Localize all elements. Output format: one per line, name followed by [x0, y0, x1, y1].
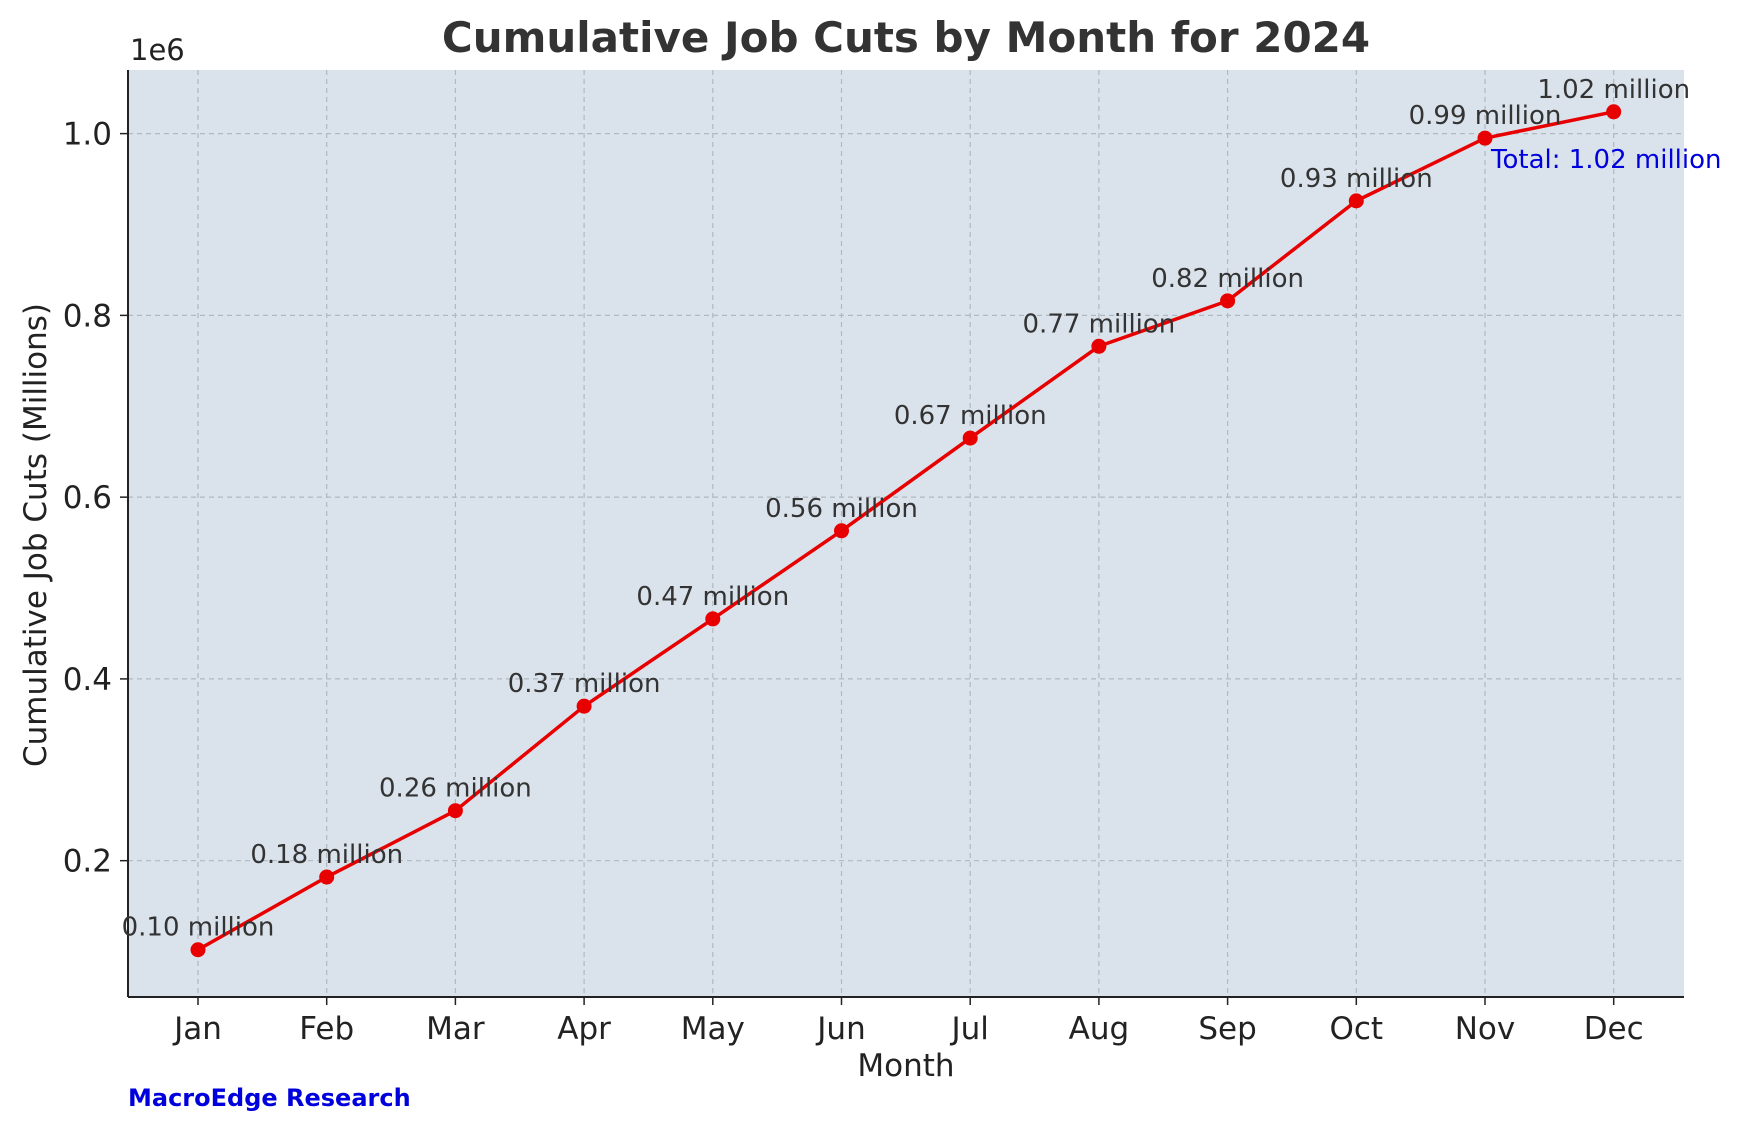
- x-tick-label: Feb: [299, 1011, 354, 1047]
- data-point: [1220, 293, 1236, 309]
- data-labels: 0.10 million 0.18 million 0.26 million 0.37…: [122, 75, 1690, 943]
- data-label: 0.10 million: [122, 913, 275, 943]
- y-tick-label: 0.8: [63, 298, 112, 334]
- data-label: 0.99 million: [1409, 101, 1562, 131]
- x-tick-label: May: [681, 1011, 745, 1047]
- data-point: [319, 869, 335, 885]
- x-tick-label: Jan: [172, 1011, 222, 1047]
- y-axis-label: Cumulative Job Cuts (Millions): [18, 303, 54, 767]
- data-label: 0.26 million: [379, 774, 532, 804]
- data-point: [1606, 104, 1622, 120]
- source-footer: MacroEdge Research: [128, 1084, 411, 1112]
- x-tick-label: Apr: [557, 1011, 611, 1047]
- grid: [128, 70, 1684, 997]
- x-tick-label: Jun: [815, 1011, 865, 1047]
- x-tick-label: Jul: [949, 1011, 988, 1047]
- plot-background: [128, 70, 1684, 997]
- y-tick-label: 0.6: [63, 480, 112, 516]
- x-tick-label: Mar: [426, 1011, 485, 1047]
- x-axis-label: Month: [857, 1048, 954, 1084]
- data-point: [834, 523, 849, 539]
- data-label: 0.47 million: [636, 582, 789, 612]
- data-point: [190, 942, 206, 958]
- y-tick-label: 0.4: [63, 662, 112, 698]
- x-tick-label: Oct: [1329, 1011, 1383, 1047]
- y-tick-label: 0.2: [63, 844, 112, 880]
- x-tick-label: Dec: [1584, 1011, 1644, 1047]
- x-tick-label: Nov: [1455, 1011, 1516, 1047]
- x-tick-label: Sep: [1198, 1011, 1256, 1047]
- y-offset-label: 1e6: [130, 33, 185, 67]
- series-line: [197, 110, 1615, 952]
- data-label: 0.77 million: [1023, 309, 1176, 339]
- data-point: [1348, 193, 1364, 209]
- chart-title: Cumulative Job Cuts by Month for 2024: [442, 13, 1370, 62]
- x-ticks: Jan Feb Mar Apr May Jun Jul Aug Sep Oct Nov Dec: [172, 997, 1644, 1047]
- x-tick-label: Aug: [1069, 1011, 1130, 1047]
- data-point: [447, 803, 463, 819]
- data-point: [576, 698, 592, 714]
- data-point: [1091, 338, 1107, 354]
- axes: [127, 70, 1684, 998]
- total-annotation: Total: 1.02 million: [1490, 145, 1722, 175]
- data-label: 0.67 million: [894, 401, 1047, 431]
- y-ticks: 0.2 0.4 0.6 0.8 1.0: [63, 117, 128, 880]
- data-label: 0.37 million: [508, 669, 661, 699]
- data-label: 0.18 million: [250, 840, 403, 870]
- data-label: 0.93 million: [1280, 164, 1433, 194]
- data-label: 0.56 million: [765, 494, 918, 524]
- data-label: 1.02 million: [1537, 75, 1690, 105]
- series-layer: [190, 104, 1622, 958]
- data-label: 0.82 million: [1151, 264, 1304, 294]
- data-point: [962, 430, 978, 446]
- data-point: [1477, 130, 1493, 146]
- y-tick-label: 1.0: [63, 117, 112, 153]
- data-point: [705, 611, 721, 627]
